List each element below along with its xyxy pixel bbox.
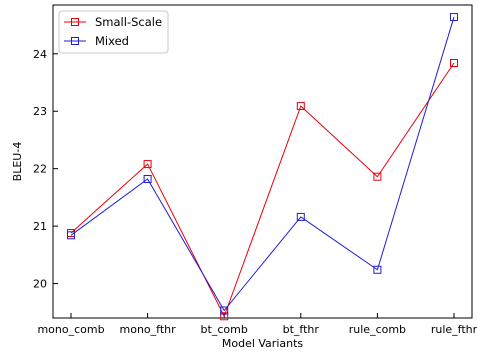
x-tick-label: mono_fthr (120, 323, 177, 336)
data-point-small-scale (143, 160, 152, 169)
legend-marker-mixed (71, 37, 79, 45)
x-tick-label: bt_fthr (283, 323, 320, 336)
data-point-mixed (373, 265, 382, 274)
x-tick-label: rule_comb (349, 323, 406, 336)
x-tick-label: rule_fthr (431, 323, 477, 336)
data-point-small-scale (296, 102, 305, 111)
x-axis-label: Model Variants (222, 337, 304, 350)
y-tick-label: 22 (33, 163, 47, 176)
data-point-mixed (450, 13, 458, 22)
data-point-mixed (67, 231, 75, 240)
plot-area-frame (52, 4, 473, 319)
data-point-small-scale (220, 312, 229, 321)
y-tick-label: 24 (33, 48, 47, 61)
series-line-small-scale (70, 62, 455, 318)
data-point-mixed (220, 306, 229, 315)
y-tick-label: 20 (33, 278, 47, 291)
data-point-mixed (296, 212, 305, 221)
x-tick-label: mono_comb (37, 323, 104, 336)
y-tick-label: 23 (33, 105, 47, 118)
x-axis-ticks: mono_comb mono_fthr bt_comb bt_fthr rule_com… (37, 313, 477, 336)
legend: Small-Scale Mixed (58, 10, 169, 54)
y-tick-label: 21 (33, 220, 47, 233)
legend-marker-small-scale (71, 18, 79, 26)
y-axis-label: BLEU-4 (11, 142, 24, 182)
data-point-small-scale (373, 172, 382, 181)
y-axis-ticks: 20 21 22 23 24 (33, 48, 58, 291)
series-line-mixed (70, 16, 455, 312)
data-point-small-scale (450, 59, 458, 68)
legend-box (58, 10, 169, 54)
series-layer (67, 13, 458, 321)
data-point-mixed (143, 175, 152, 184)
x-tick-label: bt_comb (201, 323, 248, 336)
legend-label-small-scale: Small-Scale (95, 15, 162, 29)
legend-label-mixed: Mixed (95, 34, 129, 48)
